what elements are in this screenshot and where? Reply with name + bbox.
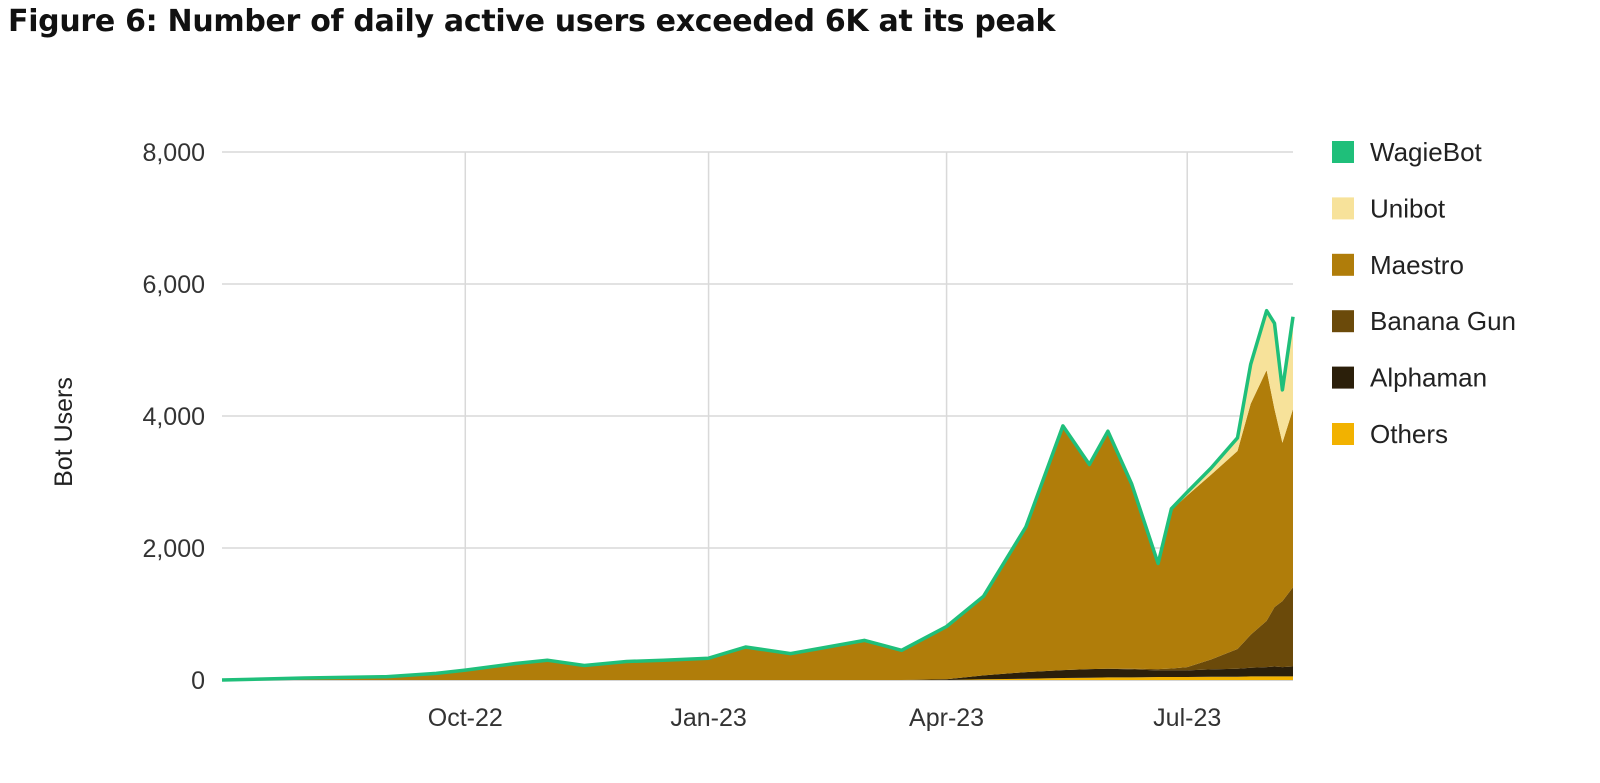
x-tick-label: Oct-22: [428, 704, 503, 732]
area-maestro: [222, 370, 1293, 680]
y-tick-label: 8,000: [142, 139, 205, 167]
area-series: [221, 308, 1295, 682]
legend-swatch-banana-gun: [1332, 310, 1354, 333]
legend-label-maestro: Maestro: [1370, 250, 1464, 280]
total-line-wagiebot: [221, 308, 1295, 682]
x-tick-label: Jul-23: [1153, 704, 1221, 732]
legend-swatch-wagiebot: [1332, 141, 1354, 163]
chart-title: Figure 6: Number of daily active users e…: [8, 4, 1056, 39]
x-axis-ticks: Oct-22 Jan-23 Apr-23 Jul-23: [428, 704, 1221, 732]
legend-swatch-maestro: [1332, 253, 1354, 276]
legend-label-unibot: Unibot: [1370, 193, 1446, 223]
legend-label-others: Others: [1370, 419, 1448, 449]
y-tick-label: 4,000: [142, 403, 205, 431]
x-tick-label: Apr-23: [909, 704, 984, 732]
legend-swatch-alphaman: [1332, 366, 1354, 389]
y-axis-ticks: 0 2,000 4,000 6,000 8,000: [142, 139, 205, 695]
legend-swatch-others: [1332, 423, 1354, 445]
area-others: [222, 676, 1293, 680]
legend-swatch-unibot: [1332, 197, 1354, 220]
y-tick-label: 2,000: [142, 535, 205, 563]
y-tick-label: 0: [191, 667, 205, 695]
x-tick-label: Jan-23: [670, 704, 746, 732]
legend-label-wagiebot: WagieBot: [1370, 137, 1483, 167]
y-tick-label: 6,000: [142, 271, 205, 299]
legend-label-banana-gun: Banana Gun: [1370, 306, 1516, 336]
y-axis-label: Bot Users: [50, 377, 78, 487]
area-alphaman: [222, 666, 1293, 680]
legend: WagieBot Unibot Maestro Banana Gun Alphaman O…: [1332, 137, 1516, 449]
legend-label-alphaman: Alphaman: [1370, 363, 1487, 393]
